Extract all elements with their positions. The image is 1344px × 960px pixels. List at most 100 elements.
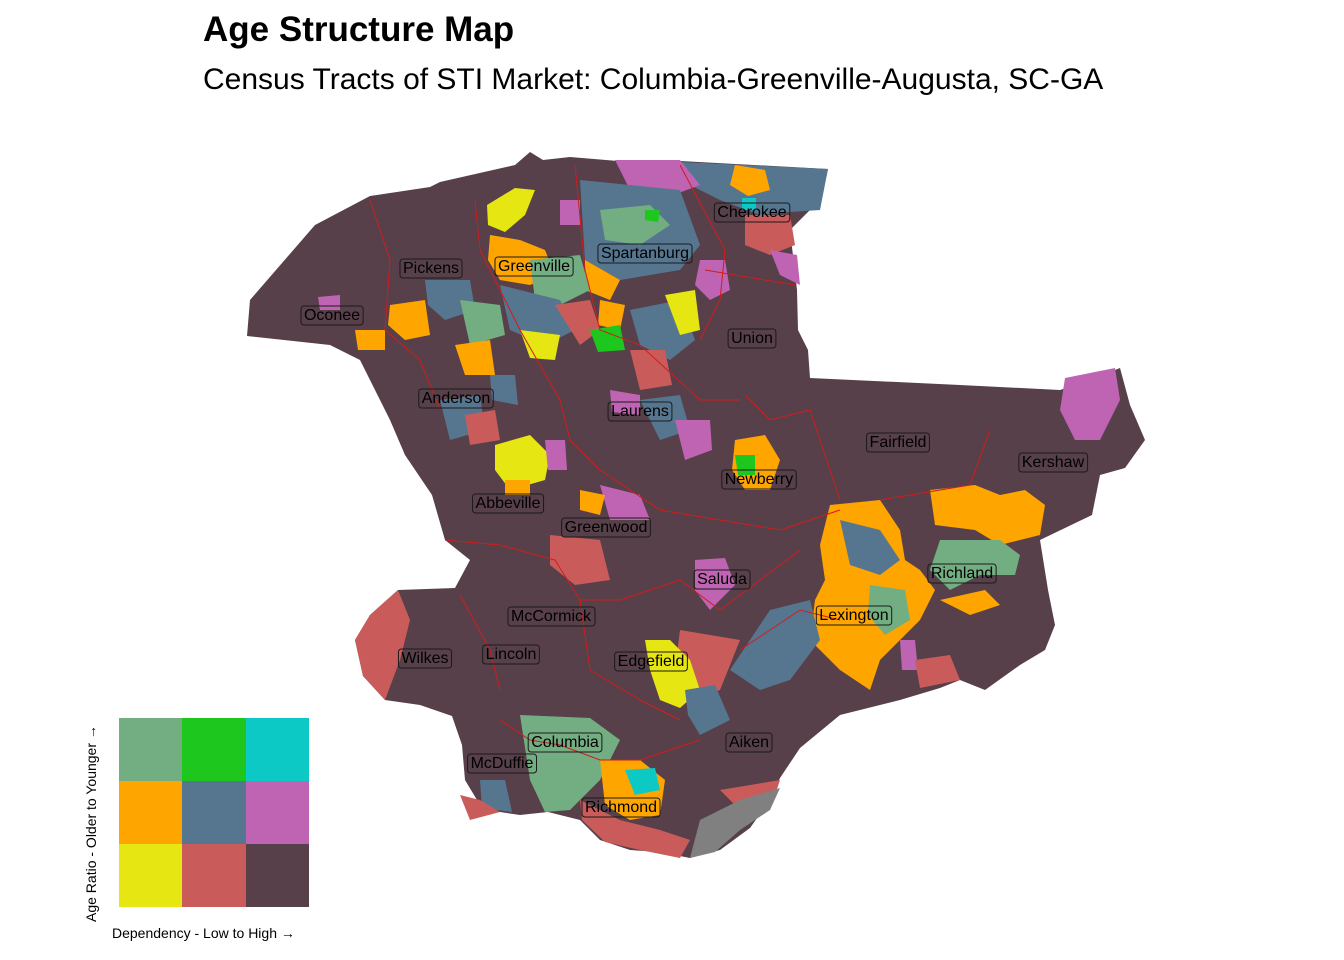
- county-label: McDuffie: [467, 753, 538, 774]
- county-border: [569, 439, 841, 531]
- tract-patch: [520, 715, 620, 812]
- county-borders: [369, 164, 991, 761]
- county-border: [744, 394, 841, 501]
- legend-cell: [119, 718, 183, 781]
- legend-cell: [245, 718, 309, 781]
- county-label: Oconee: [300, 305, 364, 326]
- tract-patch: [645, 210, 660, 222]
- tract-patch: [940, 590, 1000, 615]
- county-label: Edgefield: [614, 651, 688, 672]
- tract-patch: [460, 300, 505, 345]
- county-border: [574, 164, 740, 401]
- county-label-text: Pickens: [403, 260, 459, 277]
- county-label: Pickens: [399, 258, 463, 279]
- county-label: Lincoln: [482, 644, 540, 665]
- county-label-text: Anderson: [422, 390, 491, 407]
- bivariate-legend: [119, 718, 309, 907]
- tract-patch: [545, 440, 567, 470]
- county-label: Cherokee: [713, 202, 791, 223]
- county-label: Newberry: [721, 469, 797, 490]
- tract-patch: [730, 165, 770, 196]
- county-label-text: Lexington: [819, 607, 888, 624]
- tract-patch: [665, 290, 700, 335]
- county-border: [459, 594, 501, 691]
- county-label-box: [300, 305, 364, 326]
- tract-patch: [915, 655, 960, 688]
- county-label: Columbia: [527, 732, 603, 753]
- legend-x-label: Dependency - Low to High →: [112, 925, 295, 941]
- county-label-box: [927, 563, 997, 584]
- county-border: [444, 539, 801, 611]
- county-label-text: Abbeville: [476, 495, 541, 512]
- tract-patch: [900, 640, 918, 670]
- legend-cell: [119, 781, 183, 844]
- county-label-text: McDuffie: [471, 755, 534, 772]
- tract-patch: [580, 800, 690, 858]
- tract-patch: [530, 255, 590, 305]
- county-label-text: Saluda: [697, 571, 747, 588]
- tract-patch: [590, 325, 625, 352]
- county-label-box: [866, 432, 930, 453]
- county-label-text: Aiken: [729, 734, 769, 751]
- county-label-text: Union: [731, 330, 773, 347]
- tract-patch: [500, 285, 575, 345]
- county-label: Aiken: [725, 732, 773, 753]
- county-label: Saluda: [693, 569, 751, 590]
- county-labels: Cherokee Pickens Greenville Spartanburg Ocon…: [300, 202, 1089, 818]
- county-label-text: Wilkes: [401, 650, 448, 667]
- tract-patch: [1060, 368, 1120, 440]
- tract-patch: [487, 188, 535, 232]
- county-label: Fairfield: [866, 432, 930, 453]
- county-border: [679, 164, 726, 341]
- county-label: Laurens: [607, 401, 673, 422]
- county-label-box: [482, 644, 540, 665]
- county-label: Anderson: [418, 388, 494, 409]
- county-border: [369, 199, 441, 411]
- tract-patch: [930, 540, 1020, 590]
- county-label: Wilkes: [397, 648, 453, 669]
- tract-patch: [742, 198, 756, 210]
- county-label-text: Lincoln: [486, 646, 537, 663]
- tract-patch: [465, 410, 500, 445]
- map-subtitle: Census Tracts of STI Market: Columbia-Gr…: [203, 63, 1104, 96]
- county-label: Kershaw: [1018, 452, 1089, 473]
- tract-patch: [745, 215, 795, 255]
- county-label-box: [614, 651, 688, 672]
- county-label: Union: [727, 328, 777, 349]
- county-border: [579, 599, 681, 721]
- county-border: [879, 429, 991, 501]
- tract-patch: [555, 300, 600, 345]
- county-label-box: [597, 243, 693, 264]
- county-label-box: [815, 605, 893, 626]
- legend-y-label: Age Ratio - Older to Younger →: [83, 725, 99, 922]
- tract-patch: [732, 435, 780, 490]
- county-label-box: [507, 606, 596, 627]
- legend-cell: [245, 781, 309, 844]
- county-label-box: [472, 493, 545, 514]
- county-label-box: [561, 517, 651, 538]
- county-label: Lexington: [815, 605, 893, 626]
- county-label-text: Oconee: [304, 307, 360, 324]
- county-label-text: Greenwood: [565, 519, 648, 536]
- county-label: McCormick: [507, 606, 596, 627]
- county-border: [704, 269, 796, 286]
- county-label-text: Newberry: [725, 471, 793, 488]
- tract-patch: [520, 330, 560, 360]
- county-border: [474, 199, 571, 441]
- tract-patch: [598, 300, 625, 330]
- tract-patch: [580, 490, 605, 515]
- tract-patch: [560, 200, 580, 225]
- county-label-text: Greenville: [498, 258, 570, 275]
- map-title: Age Structure Map: [203, 10, 515, 49]
- county-label-box: [725, 732, 773, 753]
- tract-patch: [625, 768, 660, 795]
- county-label-text: Cherokee: [717, 204, 786, 221]
- county-label: Abbeville: [472, 493, 545, 514]
- county-label-box: [581, 797, 661, 818]
- county-label-box: [527, 732, 603, 753]
- county-label-text: Fairfield: [870, 434, 927, 451]
- tract-patch: [480, 780, 512, 812]
- legend-cell: [245, 844, 309, 907]
- county-label-text: Spartanburg: [601, 245, 689, 262]
